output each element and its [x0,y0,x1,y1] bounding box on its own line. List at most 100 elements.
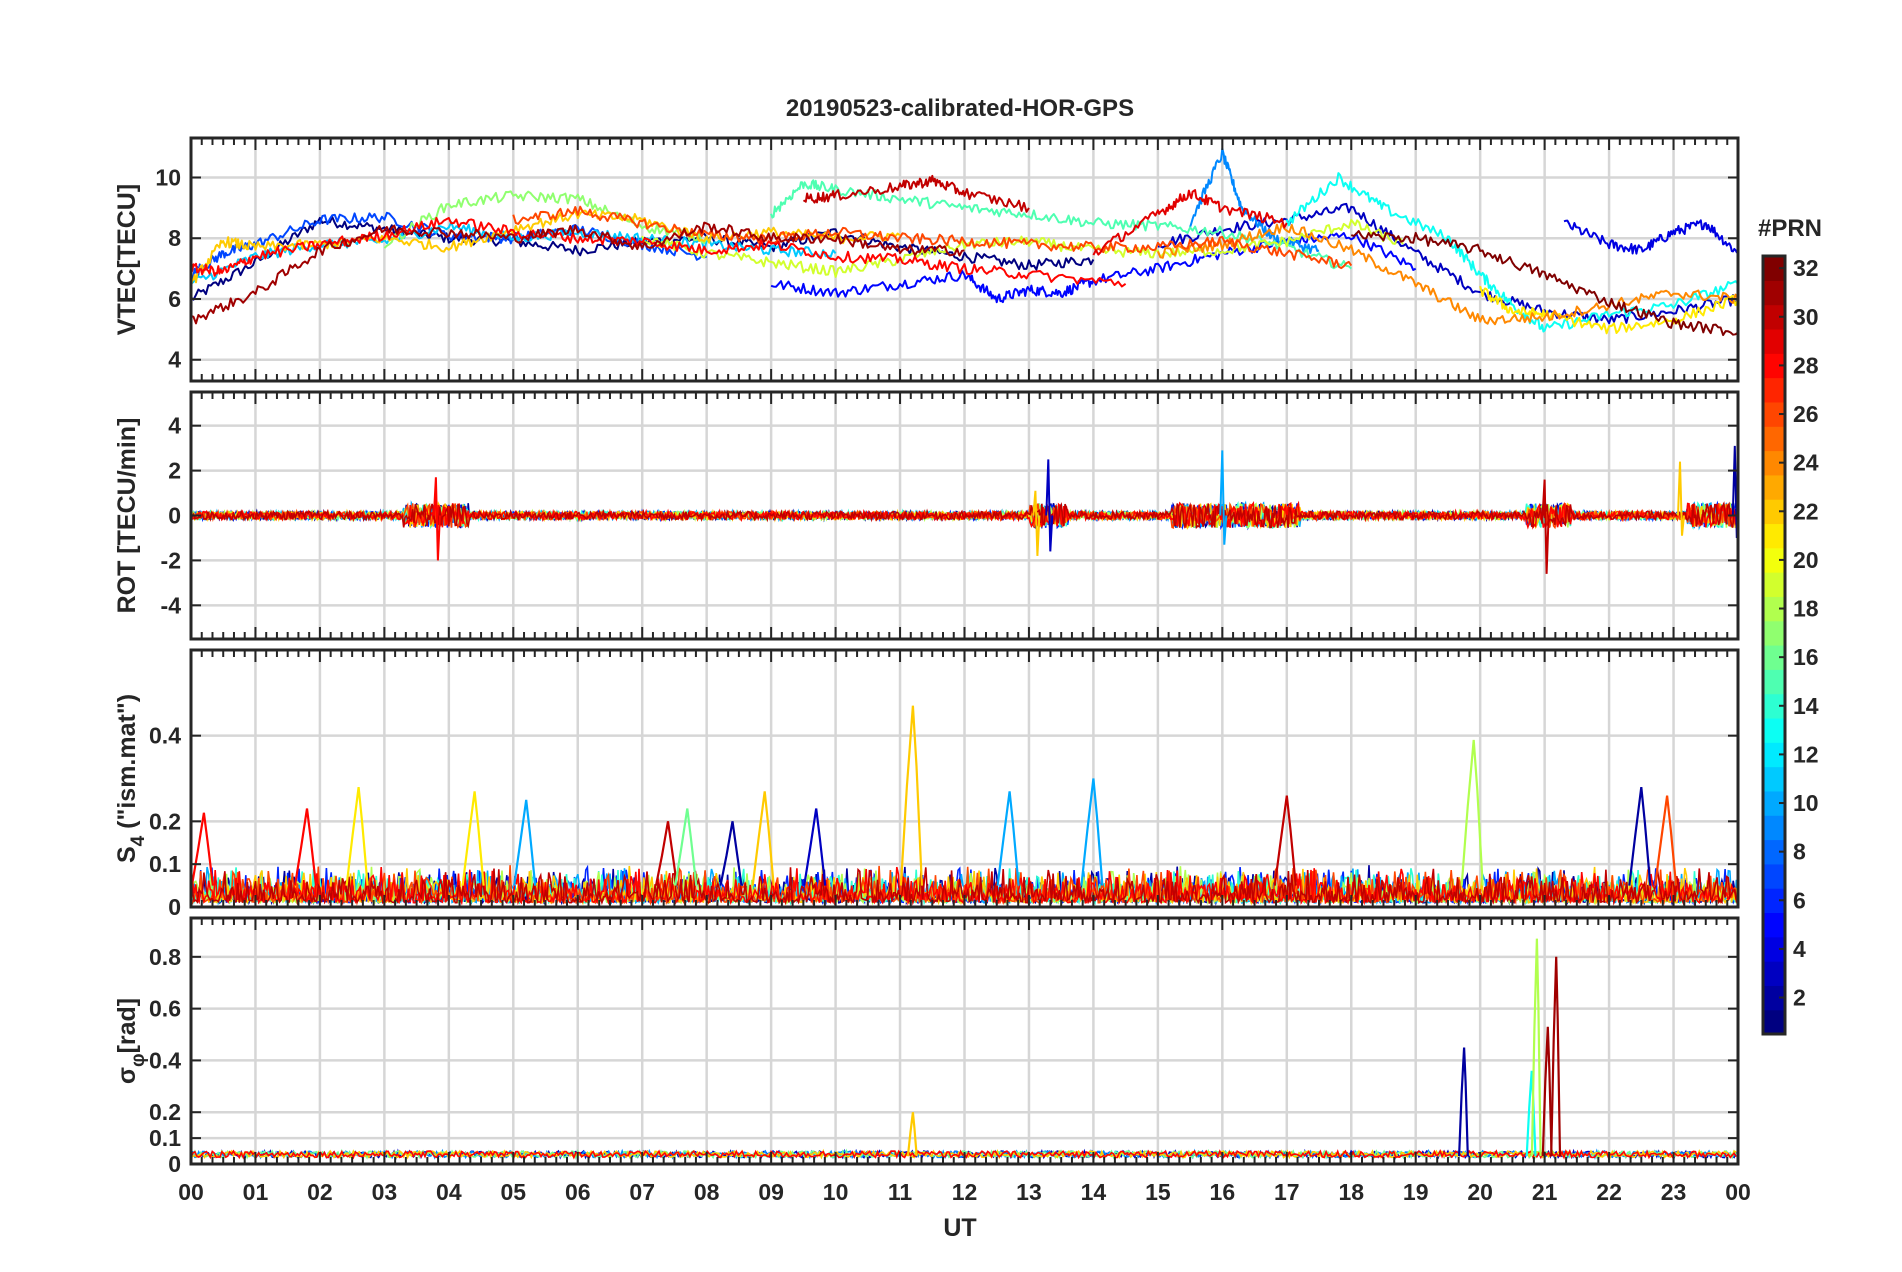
x-tick-label: 20 [1467,1179,1493,1205]
y-tick-label: 0.2 [149,1099,181,1125]
panel-vtec: 4 6 8 10 VTEC[TECU] [113,136,1740,383]
colorbar-swatch-prn-32 [1763,256,1785,281]
x-tick-label: 05 [500,1179,526,1205]
x-tick-label: 12 [952,1179,978,1205]
colorbar-swatch-prn-8 [1763,839,1785,865]
x-tick-label: 18 [1338,1179,1364,1205]
panel-s4: 00.10.20.4S4 ("ism.mat") [113,648,1740,920]
rot-line-prn-28 [191,500,1738,530]
colorbar-swatch-prn-25 [1763,426,1785,452]
panel-data [191,147,1738,337]
colorbar-tick-label: 28 [1793,352,1819,378]
y-tick-label: 4 [168,413,181,439]
vtec-line-prn-5 [770,232,1417,304]
y-axis-label: σφ[rad] [113,998,149,1084]
s4-peak-prn-2 [719,821,743,886]
x-tick-label: 11 [888,1179,913,1205]
y-axis-label-rest: ("ism.mat") [113,694,141,836]
colorbar-swatch-prn-30 [1763,304,1785,330]
y-tick-label: 0.1 [149,851,181,877]
x-tick-label: 01 [243,1179,269,1205]
s4-peak-prn-10 [513,799,537,886]
colorbar-swatch-prn-15 [1763,669,1785,695]
colorbar-swatch-prn-20 [1763,547,1785,573]
x-tick-label: 23 [1661,1179,1687,1205]
y-tick-label: 0 [168,894,181,920]
colorbar-tick-label: 6 [1793,887,1806,913]
s4-peak-prn-30 [1273,795,1297,886]
y-tick-label: 8 [168,225,181,251]
vtec-line-prn-22 [191,209,901,287]
colorbar-tick-label: 14 [1793,693,1819,719]
colorbar-swatch-prn-19 [1763,572,1785,597]
colorbar-swatch-prn-24 [1763,450,1785,476]
y-tick-label: -4 [161,592,182,618]
colorbar-swatch-prn-26 [1763,401,1785,427]
y-tick-label: 0.2 [149,808,181,834]
y-tick-label: 0.1 [149,1125,181,1151]
y-axis-label-rest: [rad] [113,998,141,1054]
panel-sigma_phi: 00.10.2 0.4 0.6 0.8 σφ[rad] [113,916,1740,1177]
x-tick-label: 22 [1596,1179,1622,1205]
s4-peak-prn-26 [1654,795,1678,886]
sigma_phi-peak-prn-13 [1525,1070,1537,1157]
colorbar-swatch-prn-17 [1763,620,1785,646]
vtec-line-prn-30 [803,174,1030,213]
rot-spike-prn-22 [1677,461,1685,536]
panel-rot: -4 -2 0 2 4 ROT [TECU/min] [113,390,1740,641]
colorbar-swatch-prn-28 [1763,353,1785,379]
colorbar-swatch-prn-18 [1763,596,1785,622]
sigma_phi-peak-prn-2 [1458,1047,1469,1157]
x-axis-label: UT [943,1214,976,1242]
rot-spike-prn-28 [432,477,441,561]
y-tick-label: 0 [168,503,181,529]
s4-peak-prn-21 [461,791,485,886]
y-axis-label-sub: φ [128,1053,149,1067]
y-tick-label: 0 [168,1151,181,1177]
sigma_phi-peak-prn-22 [906,1112,918,1157]
x-tick-label: 06 [565,1179,591,1205]
x-axis: 00 01 02 03 04 05 06 07 08 09 10 11 12 13 14 15 16 17 18 19… [178,1179,1751,1205]
y-tick-label: 2 [168,458,181,484]
colorbar-swatch-prn-2 [1763,985,1785,1011]
s4-peak-prn-21 [345,786,369,886]
rot-spike-prn-22 [1032,490,1041,556]
y-tick-label: 0.4 [149,723,181,749]
colorbar-tick-label: 20 [1793,547,1819,573]
x-tick-label: 00 [178,1179,204,1205]
y-tick-label: 4 [168,347,181,373]
colorbar-tick-label: 2 [1793,985,1806,1011]
y-tick-label: 10 [155,164,181,190]
s4-peak-prn-28 [191,812,214,886]
panel-data [191,445,1738,574]
colorbar-swatch-prn-1 [1763,1009,1785,1035]
colorbar-swatch-prn-29 [1763,328,1785,354]
rot-spike-prn-30 [1541,479,1550,574]
vtec-line-prn-4 [1563,219,1738,255]
colorbar-swatch-prn-9 [1763,815,1785,841]
colorbar-swatch-prn-14 [1763,693,1785,719]
colorbar-swatch-prn-22 [1763,499,1785,525]
s4-peak-prn-18 [1460,739,1484,886]
colorbar-swatch-prn-4 [1763,936,1785,962]
colorbar-swatch-prn-27 [1763,377,1785,403]
y-tick-label: 0.8 [149,944,181,970]
colorbar-swatch-prn-21 [1763,523,1785,549]
x-tick-label: 03 [372,1179,398,1205]
vtec-line-prn-26 [512,205,1353,270]
y-tick-label: 6 [168,286,181,312]
x-tick-label: 00 [1725,1179,1751,1205]
s4-peak-prn-10 [1080,778,1104,886]
colorbar-swatch-prn-6 [1763,888,1785,914]
colorbar-tick-label: 12 [1793,741,1819,767]
vtec-line-prn-17 [383,190,708,249]
colorbar-tick-label: 8 [1793,839,1806,865]
x-tick-label: 21 [1532,1179,1558,1205]
colorbar-swatch-prn-12 [1763,742,1785,768]
colorbar-tick-label: 18 [1793,596,1819,622]
x-tick-label: 13 [1016,1179,1042,1205]
x-tick-label: 09 [758,1179,784,1205]
